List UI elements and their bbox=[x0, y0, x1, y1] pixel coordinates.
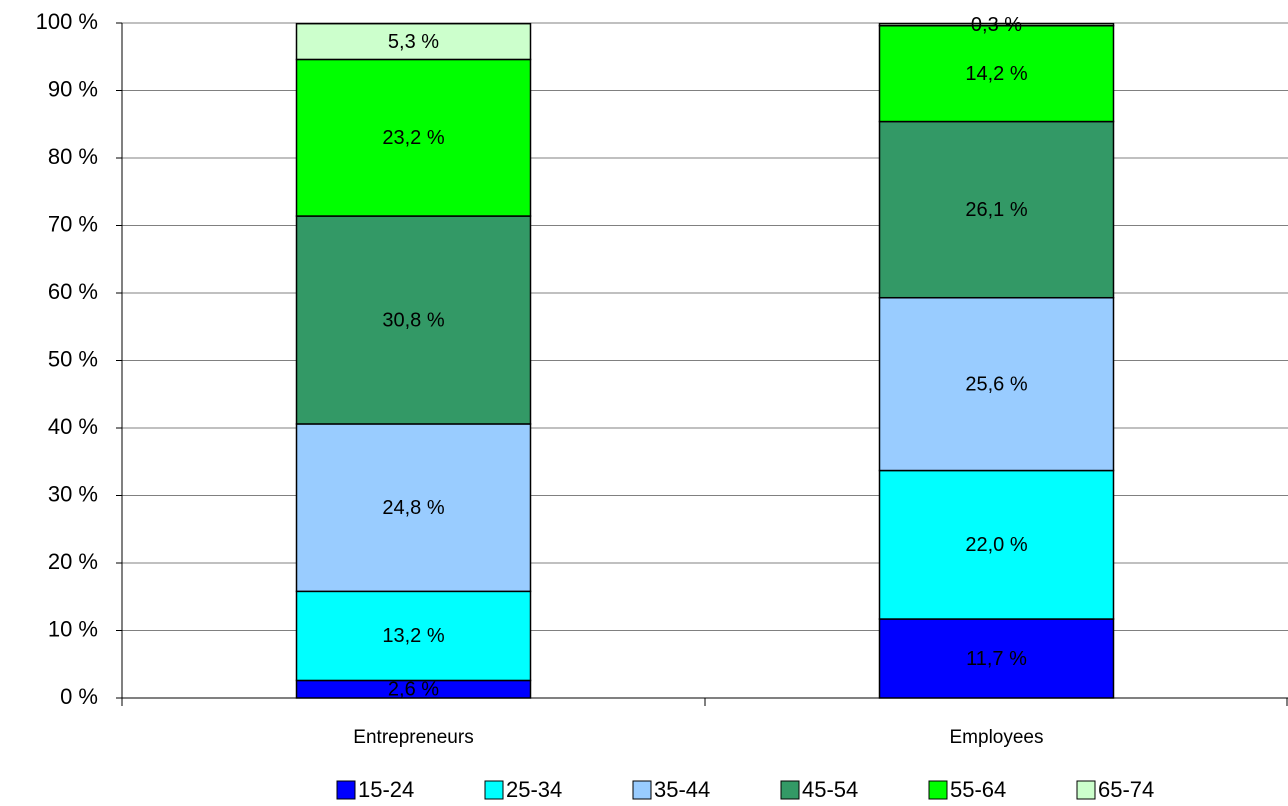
y-tick-label: 50 % bbox=[48, 346, 98, 371]
value-label: 24,8 % bbox=[382, 497, 444, 519]
legend-swatch bbox=[632, 780, 652, 800]
bar-segment bbox=[878, 24, 1115, 123]
value-label: 5,3 % bbox=[388, 31, 439, 53]
y-tick-label: 40 % bbox=[48, 414, 98, 439]
y-tick-label: 10 % bbox=[48, 616, 98, 641]
value-label: 25,6 % bbox=[965, 373, 1027, 395]
value-label: 2,6 % bbox=[388, 679, 439, 701]
bar-segment bbox=[878, 469, 1115, 620]
value-label: 14,2 % bbox=[965, 63, 1027, 85]
y-tick-label: 90 % bbox=[48, 76, 98, 101]
y-tick-label: 100 % bbox=[36, 9, 98, 34]
value-label: 22,0 % bbox=[965, 534, 1027, 556]
bar-segment bbox=[878, 618, 1115, 699]
legend-swatch bbox=[780, 780, 800, 800]
x-tick-label: Entrepreneurs bbox=[353, 727, 473, 748]
y-tick-label: 80 % bbox=[48, 144, 98, 169]
bar-segment bbox=[295, 590, 532, 682]
bar-segment bbox=[878, 22, 1115, 27]
value-label: 30,8 % bbox=[382, 309, 444, 331]
legend-label: 45-54 bbox=[802, 777, 858, 802]
bar-segment bbox=[878, 296, 1115, 472]
y-tick-label: 20 % bbox=[48, 549, 98, 574]
legend-swatch bbox=[336, 780, 356, 800]
legend-label: 55-64 bbox=[950, 777, 1006, 802]
y-tick-label: 30 % bbox=[48, 481, 98, 506]
value-label: 11,7 % bbox=[966, 648, 1027, 670]
value-label: 0,3 % bbox=[971, 14, 1022, 36]
x-tick-label: Employees bbox=[950, 727, 1044, 748]
legend-swatch bbox=[484, 780, 504, 800]
legend-label: 35-44 bbox=[654, 777, 710, 802]
legend-swatch bbox=[928, 780, 948, 800]
legend-label: 25-34 bbox=[506, 777, 562, 802]
bar-segment bbox=[878, 120, 1115, 299]
bar-segment bbox=[295, 22, 532, 61]
y-tick-label: 70 % bbox=[48, 211, 98, 236]
y-tick-label: 60 % bbox=[48, 279, 98, 304]
bar-segment bbox=[295, 423, 532, 593]
legend-swatch bbox=[1076, 780, 1096, 800]
legend-label: 15-24 bbox=[358, 777, 414, 802]
value-label: 23,2 % bbox=[382, 127, 444, 149]
legend-label: 65-74 bbox=[1098, 777, 1154, 802]
value-label: 26,1 % bbox=[965, 199, 1027, 221]
value-label: 13,2 % bbox=[382, 625, 444, 647]
bar-segment bbox=[295, 215, 532, 425]
y-tick-label: 0 % bbox=[60, 684, 98, 709]
